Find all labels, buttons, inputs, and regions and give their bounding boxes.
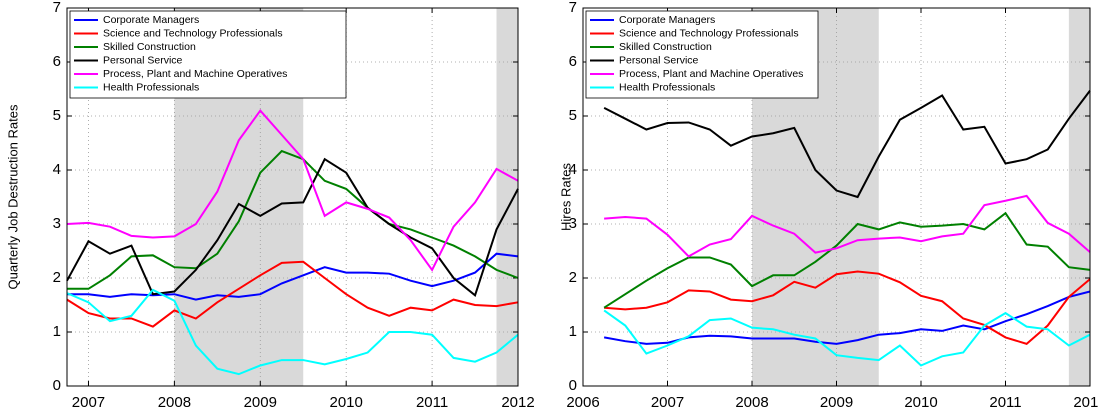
y-tick-label: 4	[569, 161, 577, 178]
legend-label: Health Professionals	[103, 81, 199, 93]
series-line	[66, 109, 519, 272]
x-tick-label: 2006	[566, 394, 599, 411]
x-tick-label: 2010	[904, 394, 937, 411]
legend-label: Health Professionals	[619, 81, 715, 93]
y-tick-label: 3	[569, 215, 577, 232]
x-tick-label: 2010	[330, 394, 363, 411]
y-tick-label: 1	[569, 323, 577, 340]
legend-label: Personal Service	[103, 54, 183, 66]
series-line	[66, 288, 519, 376]
series-line	[66, 260, 519, 328]
legend-box	[69, 10, 347, 99]
x-tick-label: 2008	[735, 394, 768, 411]
legend-label: Personal Service	[619, 54, 699, 66]
y-tick-label: 1	[53, 323, 61, 340]
y-tick-label: 2	[569, 269, 577, 286]
y-tick-label: 0	[569, 377, 577, 394]
panel: 0 1 2 3 4 5 6 7 2006 2007 2008 2009 2010 2011 2012 Hire…	[558, 0, 1098, 411]
x-tick-label: 2009	[820, 394, 853, 411]
series-line	[604, 270, 1091, 345]
legend-label: Corporate Managers	[103, 14, 199, 26]
y-axis-label: Hires Rates	[558, 163, 573, 231]
y-tick-label: 6	[569, 53, 577, 70]
legend-label: Corporate Managers	[619, 14, 715, 26]
x-tick-label: 2011	[416, 394, 448, 411]
legend-label: Skilled Construction	[619, 41, 712, 53]
x-tick-label: 2011	[989, 394, 1021, 411]
series-line	[67, 252, 519, 301]
y-tick-label: 3	[53, 215, 61, 232]
y-tick-label: 5	[53, 107, 61, 124]
legend-label: Science and Technology Professionals	[619, 27, 799, 39]
series-line	[603, 309, 1091, 367]
x-tick-label: 2008	[158, 394, 191, 411]
shaded-region	[1068, 8, 1090, 386]
panel: 0 1 2 3 4 5 6 7 2007 2008 2009 2010 2011 2012 Quarterl…	[5, 0, 534, 411]
series-line	[603, 90, 1091, 199]
series-line	[604, 194, 1091, 258]
y-tick-label: 0	[53, 377, 61, 394]
y-axis-label: Quarterly Job Destruction Rates	[5, 104, 20, 289]
series-line	[603, 211, 1091, 309]
plot-frame	[582, 7, 1091, 387]
x-tick-label: 2012	[501, 394, 534, 411]
y-tick-label: 6	[53, 53, 61, 70]
legend-label: Process, Plant and Machine Operatives	[103, 68, 287, 80]
plot-frame	[66, 7, 519, 387]
x-tick-label: 2007	[651, 394, 684, 411]
series-line	[66, 157, 519, 297]
x-tick-label: 2012	[1073, 394, 1098, 411]
y-tick-label: 2	[53, 269, 61, 286]
x-tick-label: 2009	[244, 394, 277, 411]
legend-box	[585, 10, 819, 99]
y-tick-label: 7	[569, 0, 577, 16]
series-line	[67, 149, 519, 290]
x-tick-label: 2007	[72, 394, 105, 411]
legend-label: Science and Technology Professionals	[103, 27, 283, 39]
y-tick-label: 4	[53, 161, 61, 178]
y-tick-label: 7	[53, 0, 61, 16]
shaded-region	[496, 8, 518, 386]
legend-label: Skilled Construction	[103, 41, 196, 53]
y-tick-label: 5	[569, 107, 577, 124]
legend-label: Process, Plant and Machine Operatives	[619, 68, 803, 80]
